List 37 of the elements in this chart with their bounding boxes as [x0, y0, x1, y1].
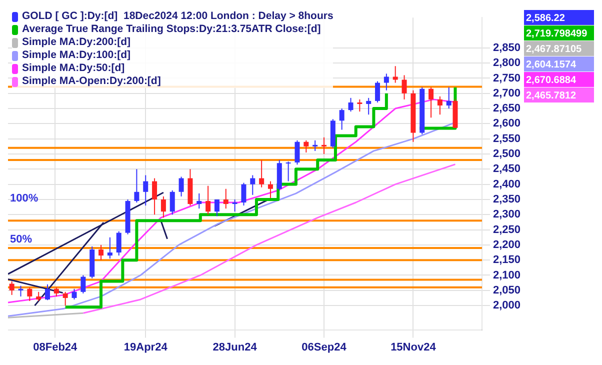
y-tick-label: 2,800 [493, 57, 521, 70]
y-tick-label: 2,100 [493, 269, 521, 282]
y-tick-label: 2,150 [493, 254, 521, 266]
y-tick-label: 2,850 [493, 42, 521, 54]
x-tick-label: 15Nov24 [390, 341, 437, 354]
y-tick-label: 2,250 [493, 224, 521, 236]
text: 2,467.87105 [526, 44, 582, 55]
text: 2,670.6884 [526, 74, 576, 86]
y-tick-label: 2,000 [493, 300, 521, 312]
y-tick-label: 2,200 [493, 238, 521, 251]
y-tick-label: 2,750 [493, 72, 521, 84]
legend-label: Simple MA:Dy:200:[d] [22, 36, 131, 49]
y-tick-label: 2,500 [493, 148, 521, 160]
text: 2,719.798499 [526, 28, 588, 40]
legend-label: Average True Range Trailing Stops:Dy:21:3.75ATR Close:[d] [22, 23, 321, 36]
legend-label: Simple MA:Dy:100:[d] [22, 49, 131, 62]
y-tick-label: 2,550 [493, 132, 521, 145]
x-tick-label: 06Sep24 [302, 341, 348, 354]
x-tick-label: 08Feb24 [33, 341, 78, 354]
legend-label: Simple MA:Dy:50:[d] [22, 62, 125, 75]
text: 2,586.22 [526, 12, 566, 24]
y-tick-label: 2,450 [493, 163, 521, 176]
legend-label: GOLD [ GC ]:Dy:[d] 18Dec2024 12:00 London : Delay > 8hours [22, 10, 334, 23]
text: 2,604.1574 [526, 59, 576, 70]
y-tick-label: 2,350 [493, 193, 521, 206]
text: 2,465.7812 [526, 90, 576, 102]
x-tick-label: 19Apr24 [124, 341, 168, 354]
y-tick-label: 2,650 [493, 102, 521, 115]
annotation: 50% [10, 233, 32, 246]
y-tick-label: 2,050 [493, 284, 521, 296]
y-tick-label: 2,300 [493, 208, 521, 221]
y-tick-label: 2,400 [493, 178, 521, 190]
y-tick-label: 2,600 [493, 118, 521, 130]
x-tick-label: 28Jun24 [212, 341, 258, 354]
annotation: 100% [10, 192, 38, 205]
legend-label: Simple MA-Open:Dy:200:[d] [22, 75, 161, 88]
y-tick-label: 2,700 [493, 87, 521, 100]
